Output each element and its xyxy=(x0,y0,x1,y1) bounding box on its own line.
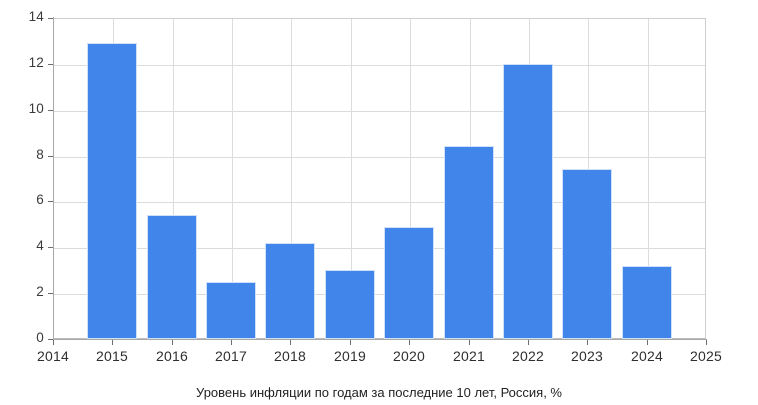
bar-2015 xyxy=(87,43,137,339)
x-axis-line xyxy=(53,339,707,340)
y-tick-mark xyxy=(48,18,53,19)
x-tick-mark xyxy=(587,340,588,345)
gridline-vertical xyxy=(173,19,174,338)
x-tick-label: 2017 xyxy=(215,348,247,364)
x-tick-mark xyxy=(706,340,707,345)
x-tick-label: 2019 xyxy=(334,348,366,364)
gridline-horizontal xyxy=(54,64,705,66)
x-tick-mark xyxy=(53,340,54,345)
x-tick-mark xyxy=(409,340,410,345)
bar-2017 xyxy=(206,282,256,339)
gridline-horizontal xyxy=(54,248,705,250)
gridline-horizontal xyxy=(54,110,705,112)
x-tick-mark xyxy=(231,340,232,345)
y-tick-label: 0 xyxy=(36,330,44,345)
y-axis-line xyxy=(53,17,54,340)
gridline-horizontal xyxy=(54,202,705,204)
bar-2021 xyxy=(444,146,494,339)
x-tick-label: 2018 xyxy=(274,348,306,364)
y-tick-mark xyxy=(48,247,53,249)
y-tick-label: 2 xyxy=(36,284,44,300)
chart-caption: Уровень инфляции по годам за последние 1… xyxy=(196,385,562,400)
x-tick-label: 2021 xyxy=(453,348,485,364)
gridline-horizontal xyxy=(54,156,705,158)
y-tick-label: 6 xyxy=(36,192,44,208)
gridline-vertical xyxy=(291,19,292,338)
bar-2020 xyxy=(384,227,434,339)
y-tick-mark xyxy=(48,201,53,203)
x-tick-mark xyxy=(469,340,470,345)
bar-2023 xyxy=(562,169,612,339)
x-tick-mark xyxy=(172,340,173,345)
y-tick-mark xyxy=(48,339,53,340)
x-tick-label: 2020 xyxy=(393,348,425,364)
gridline-horizontal xyxy=(54,294,705,296)
bar-2019 xyxy=(325,270,375,339)
y-tick-label: 4 xyxy=(36,238,44,254)
bar-2022 xyxy=(503,64,553,339)
y-tick-label: 8 xyxy=(36,146,44,162)
gridline-vertical xyxy=(351,19,352,338)
x-tick-label: 2014 xyxy=(37,348,69,364)
y-tick-mark xyxy=(48,63,53,65)
y-tick-label: 10 xyxy=(28,100,44,116)
x-tick-mark xyxy=(647,340,648,345)
bar-2024 xyxy=(622,266,672,339)
x-tick-label: 2023 xyxy=(571,348,603,364)
y-tick-label: 12 xyxy=(28,54,44,70)
y-tick-label: 14 xyxy=(28,9,44,24)
x-tick-mark xyxy=(350,340,351,345)
x-tick-mark xyxy=(528,340,529,345)
x-tick-mark xyxy=(112,340,113,345)
bar-2018 xyxy=(265,243,315,339)
y-tick-mark xyxy=(48,293,53,295)
gridline-vertical xyxy=(410,19,411,338)
gridline-vertical xyxy=(232,19,233,338)
x-tick-label: 2015 xyxy=(96,348,128,364)
x-tick-label: 2016 xyxy=(156,348,188,364)
gridline-vertical xyxy=(648,19,649,338)
x-tick-label: 2025 xyxy=(690,348,722,364)
bar-2016 xyxy=(147,215,197,339)
y-tick-mark xyxy=(48,155,53,157)
x-tick-label: 2024 xyxy=(631,348,663,364)
x-tick-label: 2022 xyxy=(512,348,544,364)
y-tick-mark xyxy=(48,109,53,111)
x-tick-mark xyxy=(290,340,291,345)
